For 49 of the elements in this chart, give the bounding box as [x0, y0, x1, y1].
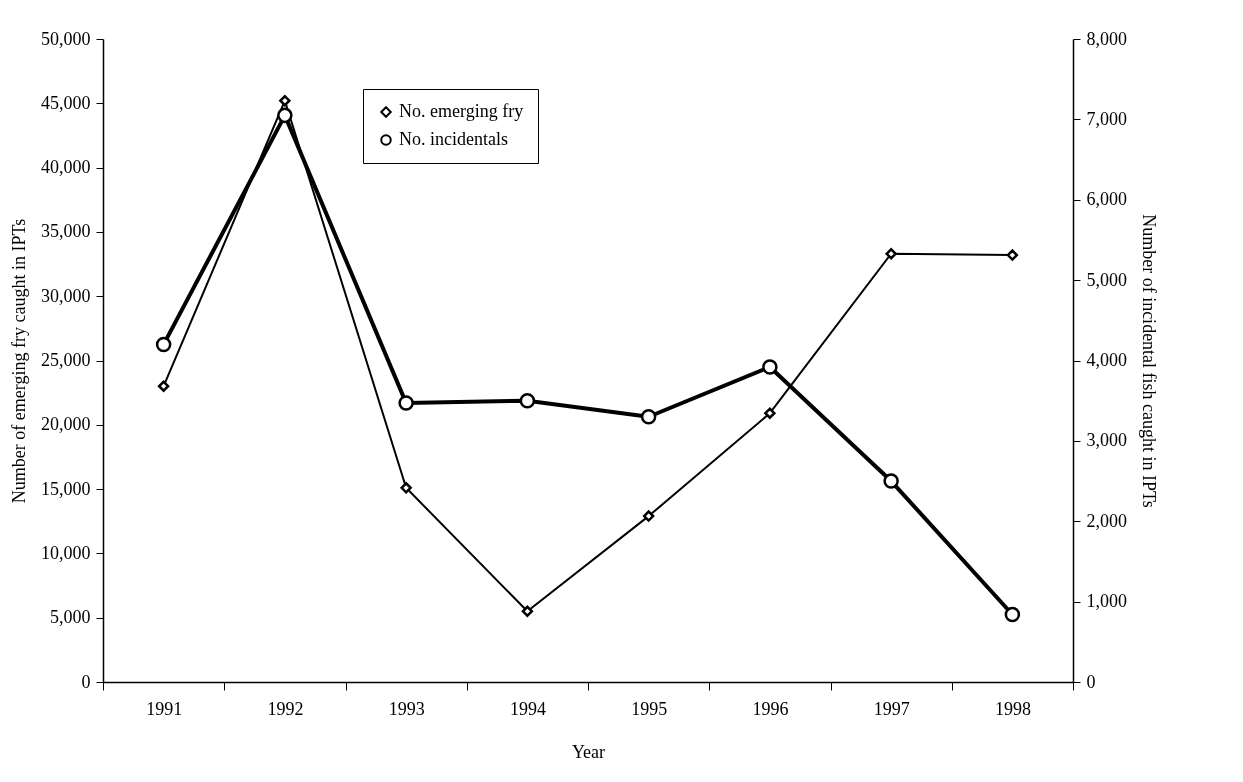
point: [764, 407, 776, 419]
y-tick-label: 15,000: [41, 478, 91, 499]
x-tick-label: 1995: [631, 698, 668, 719]
y2-tick-label: 0: [1086, 671, 1096, 692]
x-tick-label: 1997: [873, 698, 910, 719]
point: [519, 392, 536, 409]
point: [642, 510, 655, 522]
y-tick-label: 10,000: [41, 542, 91, 563]
y2-tick-label: 6,000: [1086, 189, 1127, 210]
point: [277, 107, 293, 124]
point: [640, 409, 657, 425]
y2-tick-label: 2,000: [1086, 510, 1127, 531]
y2-tick-label: 5,000: [1086, 269, 1127, 290]
y-tick-label: 35,000: [41, 221, 91, 242]
legend-label: No. incidentals: [399, 129, 508, 149]
x-tick-label: 1994: [509, 698, 546, 719]
y-tick-label: 5,000: [50, 607, 91, 628]
x-tick-label: 1998: [994, 698, 1031, 719]
y2-tick-label: 7,000: [1086, 108, 1127, 129]
x-tick-label: 1993: [388, 698, 425, 719]
point: [398, 395, 414, 411]
point: [1006, 249, 1019, 261]
y2-tick-label: 8,000: [1086, 28, 1127, 49]
y2-tick-label: 4,000: [1086, 350, 1127, 370]
y-tick-label: 20,000: [41, 414, 91, 435]
point: [521, 605, 534, 617]
point: [1004, 606, 1021, 623]
x-axis-title: Year: [571, 741, 606, 762]
point: [885, 248, 897, 260]
y-tick-label: 25,000: [41, 350, 91, 370]
y2-tick-label: 3,000: [1086, 430, 1127, 451]
y-axis-title: Number of emerging fry caught in IPTs: [9, 218, 29, 504]
x-tick-label: 1992: [267, 698, 304, 719]
y-tick-label: 45,000: [41, 92, 91, 113]
y-tick-label: 30,000: [41, 285, 91, 306]
y-tick-label: 40,000: [41, 157, 91, 178]
point: [400, 482, 412, 494]
point: [762, 359, 778, 375]
y2-tick-label: 1,000: [1086, 591, 1127, 612]
y-tick-label: 50,000: [41, 28, 91, 49]
x-tick-label: 1996: [752, 698, 789, 719]
point: [157, 380, 170, 392]
x-tick-label: 1991: [146, 698, 183, 719]
y2-axis-title: Number of incidental fish caught in IPTs: [1139, 214, 1159, 508]
y-tick-label: 0: [81, 671, 91, 692]
point: [155, 336, 172, 353]
legend-label: No. emerging fry: [399, 101, 524, 121]
point: [279, 95, 291, 107]
point: [883, 473, 899, 489]
